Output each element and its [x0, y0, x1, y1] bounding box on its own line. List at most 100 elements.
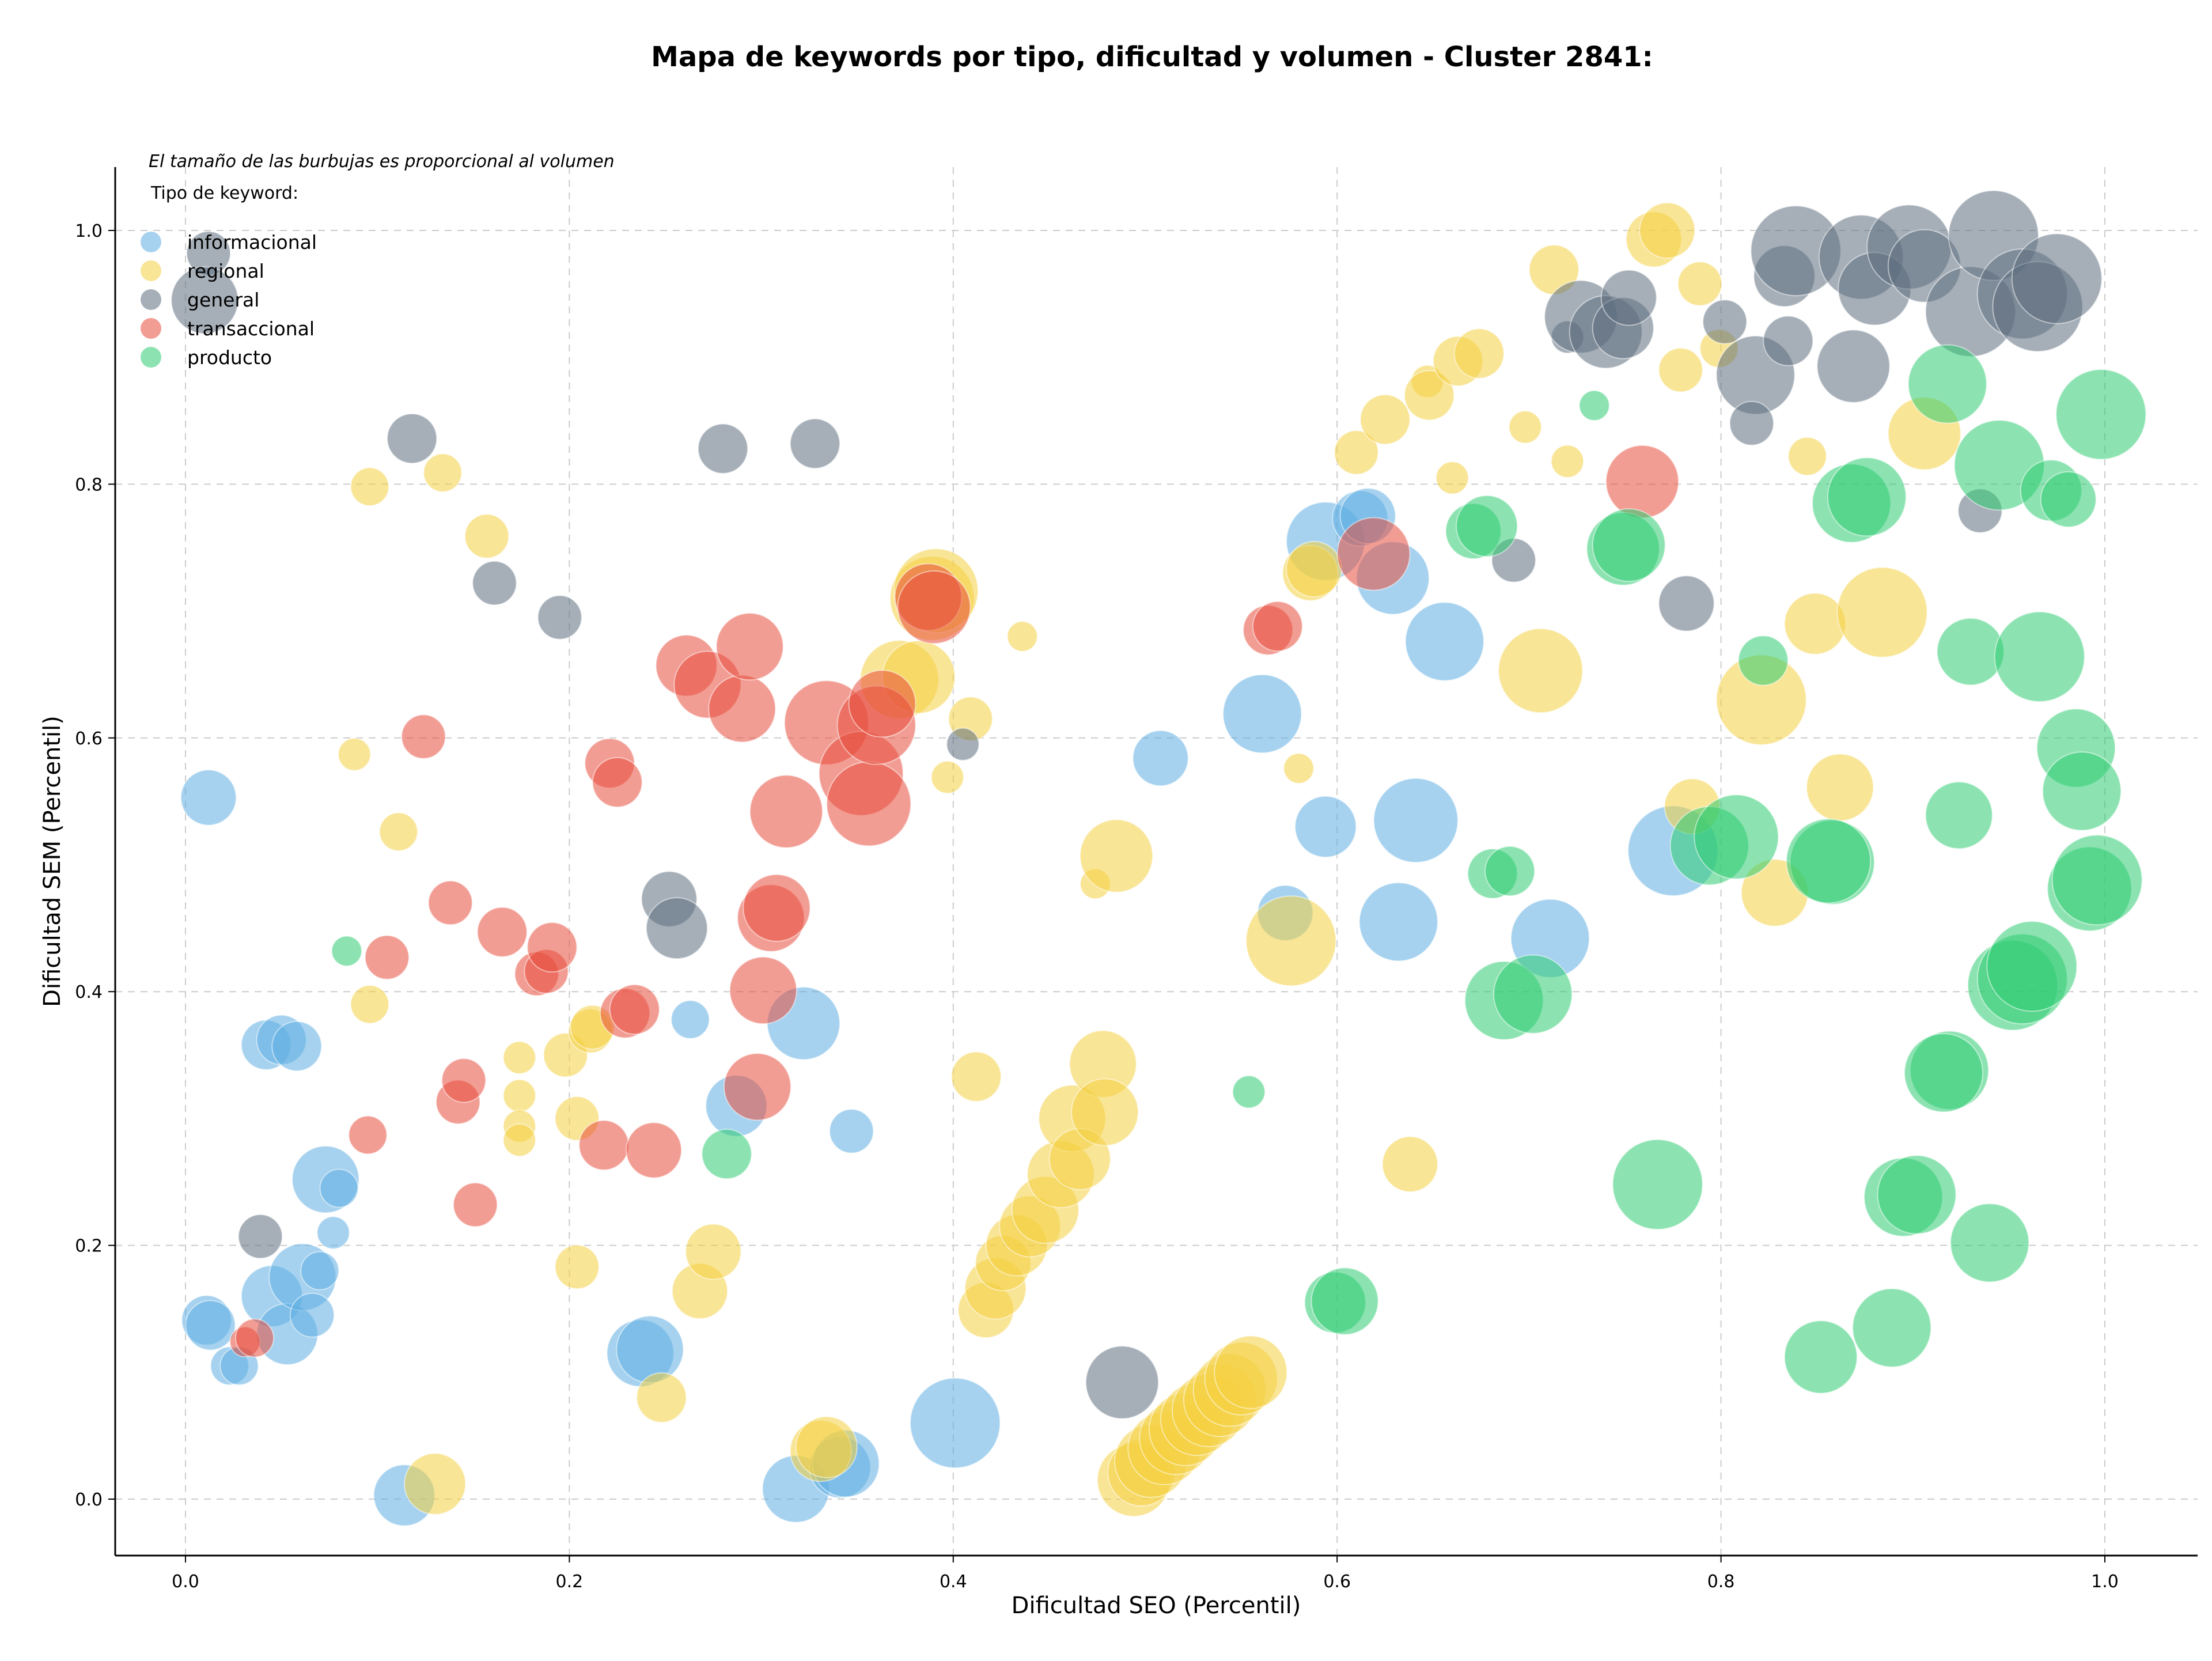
- series-regional: [338, 202, 1961, 1517]
- bubble-transaccional: [708, 675, 777, 743]
- bubble-general: [387, 413, 438, 464]
- bubble-regional: [950, 1051, 1002, 1102]
- bubble-regional: [1214, 1335, 1288, 1409]
- bubble-producto: [1737, 635, 1789, 686]
- bubble-regional: [502, 1041, 536, 1074]
- bubble-regional: [1836, 566, 1928, 658]
- bubble-producto: [331, 935, 362, 967]
- bubble-informacional: [180, 769, 237, 826]
- bubble-informacional: [319, 1168, 359, 1208]
- bubble-regional: [1071, 1078, 1139, 1147]
- bubble-regional: [350, 467, 389, 506]
- legend-marker-regional: [141, 260, 161, 281]
- bubble-regional: [404, 1452, 467, 1515]
- legend-label-transaccional: transaccional: [187, 317, 315, 340]
- chart-title: Mapa de keywords por tipo, dificultad y …: [651, 41, 1653, 73]
- bubble-producto: [1578, 389, 1610, 421]
- bubble-producto: [701, 1129, 752, 1180]
- bubble-producto: [2055, 369, 2147, 460]
- bubble-transaccional: [476, 906, 528, 958]
- bubble-general: [946, 727, 980, 761]
- bubble-regional: [338, 737, 372, 771]
- bubble-transaccional: [401, 714, 446, 759]
- bubble-informacional: [616, 1315, 684, 1384]
- bubble-producto: [1232, 1075, 1266, 1109]
- bubble-general: [171, 266, 239, 335]
- bubble-producto: [1907, 344, 1987, 424]
- bubble-informacional: [671, 1000, 710, 1039]
- y-tick-label: 0.6: [75, 729, 103, 749]
- x-tick-label: 1.0: [2091, 1572, 2119, 1592]
- bubble-transaccional: [826, 761, 912, 847]
- bubble-informacional: [910, 1377, 1001, 1469]
- series-general: [171, 190, 2103, 1420]
- bubble-producto: [1456, 495, 1518, 558]
- bubble-regional: [1498, 628, 1584, 714]
- legend-title: Tipo de keyword:: [150, 183, 298, 203]
- axes: [114, 167, 2198, 1557]
- bubble-transaccional: [1336, 517, 1411, 591]
- x-tick-label: 0.0: [172, 1572, 199, 1592]
- bubble-regional: [350, 985, 389, 1024]
- bubble-producto: [1925, 781, 1993, 850]
- bubble-informacional: [1404, 601, 1484, 682]
- bubble-general: [645, 897, 708, 960]
- bubble-general: [237, 1214, 283, 1259]
- series-transaccional: [229, 444, 1679, 1358]
- bubble-regional: [1381, 1136, 1438, 1193]
- bubble-regional: [1551, 444, 1585, 478]
- legend-marker-transaccional: [141, 318, 161, 339]
- bubble-regional: [423, 453, 463, 493]
- bubble-transaccional: [897, 570, 971, 644]
- bubble-informacional: [1294, 795, 1357, 858]
- bubble-regional: [502, 1079, 536, 1113]
- bubble-producto: [1592, 508, 1666, 582]
- bubble-informacional: [289, 1292, 335, 1338]
- bubble-producto: [1493, 954, 1573, 1034]
- bubble-regional: [1404, 370, 1455, 421]
- bubble-transaccional: [729, 956, 797, 1024]
- bubbles: [171, 190, 2147, 1527]
- bubble-producto: [1827, 457, 1907, 537]
- bubble-size-note: El tamaño de las burbujas es proporciona…: [149, 152, 615, 172]
- y-tick-label: 0.0: [75, 1490, 103, 1510]
- x-tick-label: 0.4: [940, 1572, 967, 1592]
- bubble-producto: [1904, 1033, 1984, 1113]
- bubble-producto: [1783, 1320, 1858, 1394]
- bubble-informacional: [300, 1251, 340, 1291]
- bubble-general: [697, 423, 748, 474]
- bubble-general: [1729, 400, 1774, 446]
- bubble-producto: [2042, 751, 2122, 831]
- bubble-producto: [1986, 921, 2078, 1012]
- x-tick-label: 0.6: [1323, 1572, 1351, 1592]
- bubble-regional: [1639, 202, 1696, 259]
- y-axis-label: Dificultad SEM (Percentil): [39, 716, 66, 1007]
- legend-label-informacional: informacional: [187, 231, 317, 253]
- bubble-producto: [2051, 834, 2143, 926]
- bubble-producto: [1877, 1155, 1957, 1235]
- bubble-general: [472, 561, 517, 606]
- bubble-general: [2011, 233, 2103, 324]
- bubble-general: [1702, 299, 1748, 345]
- bubble-transaccional: [453, 1182, 498, 1228]
- bubble-general: [789, 418, 840, 469]
- bubble-regional: [1359, 394, 1411, 445]
- bubble-regional: [1677, 261, 1722, 307]
- bubble-regional: [1453, 328, 1505, 379]
- bubble-regional: [1080, 819, 1154, 893]
- bubble-producto: [1786, 818, 1872, 904]
- x-ticks: 0.0 0.2 0.4 0.6 0.8 1.0: [172, 1556, 2119, 1592]
- bubble-informacional: [316, 1216, 350, 1250]
- bubble-transaccional: [234, 1318, 274, 1358]
- bubble-producto: [1310, 1267, 1379, 1335]
- bubble-transaccional: [578, 1119, 630, 1171]
- bubble-transaccional: [715, 612, 784, 681]
- bubble-general: [537, 595, 582, 640]
- x-tick-label: 0.2: [556, 1572, 584, 1592]
- bubble-informacional: [1373, 777, 1459, 863]
- bubble-producto: [1994, 611, 2085, 702]
- bubble-transaccional: [743, 873, 811, 942]
- bubble-regional: [1286, 540, 1343, 597]
- bubble-producto: [1612, 1138, 1703, 1230]
- legend-marker-producto: [141, 347, 161, 368]
